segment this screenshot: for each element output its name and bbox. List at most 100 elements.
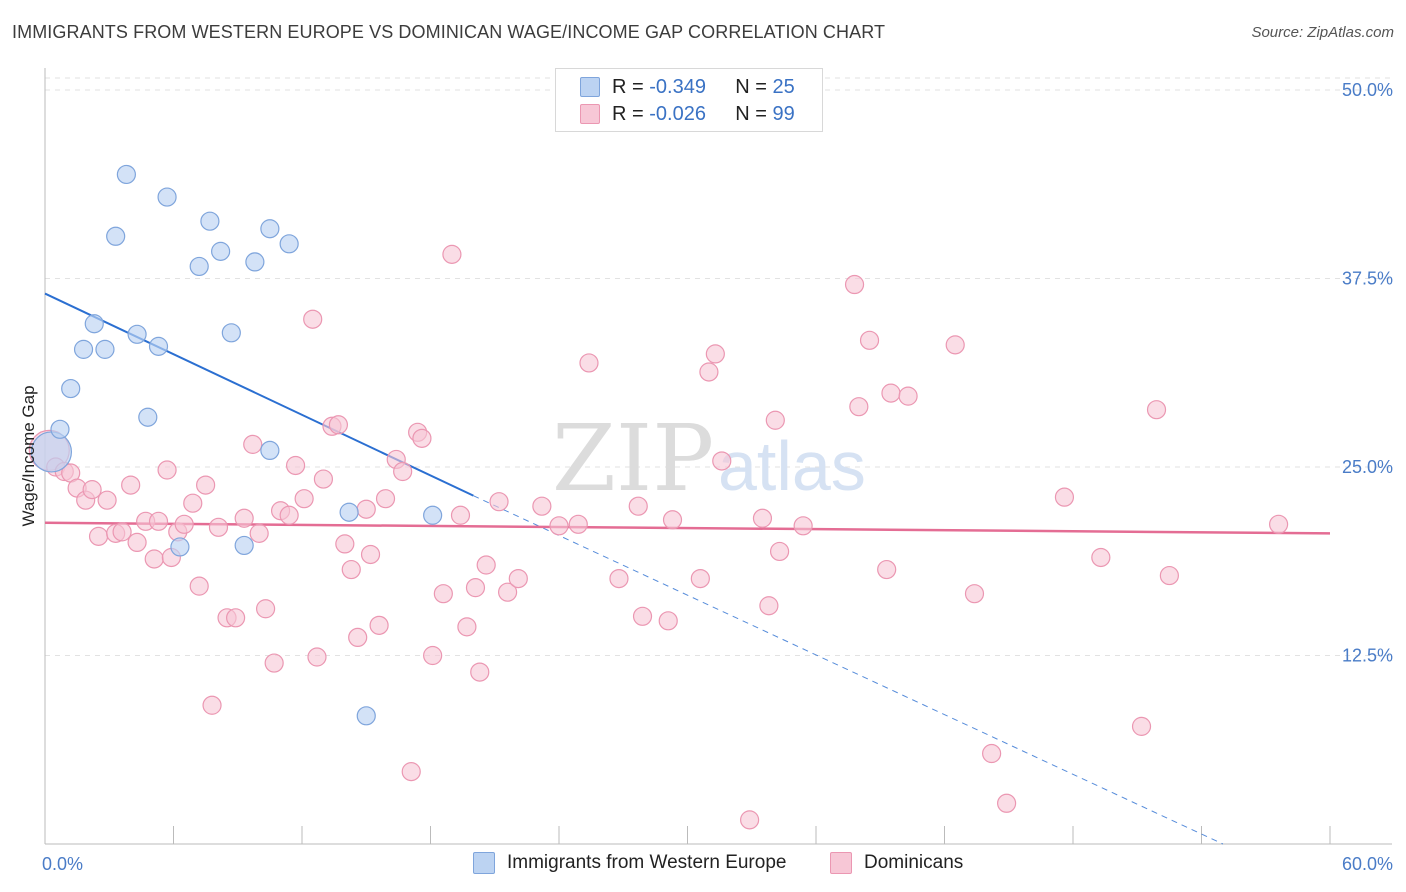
legend-row-dominicans: R = -0.026 N = 99: [580, 101, 795, 127]
dominicans-point: [249, 523, 269, 543]
dominicans-point: [144, 549, 164, 569]
dominicans-point: [196, 475, 216, 495]
dominicans-point: [658, 611, 678, 631]
dominicans-point: [112, 522, 132, 542]
series-label-western-europe: Immigrants from Western Europe: [507, 852, 787, 873]
series-legend-western-europe: Immigrants from Western Europe: [473, 852, 786, 874]
y-tick-label: 50.0%: [1342, 80, 1393, 100]
y-tick-label: 37.5%: [1342, 269, 1393, 289]
dominicans-point: [568, 514, 588, 534]
western-europe-point: [170, 537, 190, 557]
dominicans-point: [769, 541, 790, 562]
dominicans-point: [1146, 400, 1167, 420]
western-europe-point: [260, 440, 280, 461]
dominicans-point: [243, 434, 263, 454]
western-europe-point: [157, 187, 177, 207]
dominicans-point: [307, 647, 327, 667]
grid-lines: [45, 77, 1392, 656]
western-europe-point: [234, 535, 254, 556]
series-legend: Immigrants from Western Europe Dominican…: [0, 852, 1406, 878]
western-europe-point: [245, 252, 265, 272]
legend-r-value: -0.349: [649, 75, 706, 98]
dominicans-point: [303, 309, 323, 329]
watermark-atlas: atlas: [718, 427, 866, 505]
dominicans-point: [549, 516, 569, 536]
dominicans-point: [234, 508, 254, 528]
western-europe-point: [221, 323, 241, 343]
dominicans-point: [690, 568, 710, 589]
dominicans-point: [532, 496, 552, 516]
western-europe-point: [279, 234, 299, 254]
series-swatch-blue: [473, 852, 495, 874]
western-europe-point: [73, 339, 94, 359]
western-europe-point: [116, 164, 136, 185]
watermark-zip: ZIP: [552, 405, 714, 512]
dominicans-point: [609, 568, 629, 589]
dominicans-point: [877, 559, 897, 580]
dominicans-point: [393, 461, 413, 482]
dominicans-point: [202, 695, 222, 715]
dominicans-point: [498, 582, 518, 602]
western-europe-point: [106, 226, 126, 246]
x-tick-label-max: 60.0%: [1342, 854, 1393, 874]
dominicans-point: [423, 645, 443, 666]
series-legend-dominicans: Dominicans: [830, 852, 963, 874]
dominicans-point: [226, 608, 246, 628]
dominicans-point: [88, 526, 109, 546]
y-tick-label: 25.0%: [1342, 457, 1393, 477]
dominicans-point: [360, 544, 381, 565]
dominicans-point: [174, 514, 194, 534]
dominicans-point: [369, 615, 389, 635]
western-europe-point: [339, 502, 359, 522]
series-label-dominicans: Dominicans: [864, 852, 964, 873]
dominicans-points: [28, 244, 1289, 830]
x-tick-label-min: 0.0%: [42, 854, 83, 874]
watermark: ZIP atlas: [552, 405, 866, 512]
dominicans-point: [313, 469, 334, 489]
legend-n-label: N =: [735, 102, 773, 125]
dominicans-point: [433, 584, 453, 604]
legend-n-value: 25: [772, 75, 795, 98]
dominicans-point: [97, 490, 117, 510]
dominicans-point: [264, 653, 284, 673]
dominicans-point: [255, 599, 276, 619]
dominicans-point: [328, 415, 349, 435]
dominicans-point: [148, 511, 169, 531]
dominicans-point: [1159, 565, 1179, 586]
western-europe-point: [356, 706, 376, 726]
y-tick-label: 12.5%: [1342, 646, 1393, 666]
dominicans-point: [579, 353, 599, 373]
dominicans-point: [752, 508, 773, 528]
y-axis-title: Wage/Income Gap: [19, 385, 38, 526]
dominicans-point: [759, 596, 779, 616]
dominicans-point: [279, 505, 299, 525]
dominicans-point: [898, 386, 918, 406]
dominicans-point: [1091, 547, 1111, 568]
dominicans-point: [470, 662, 490, 682]
legend-n-value: 99: [772, 102, 795, 125]
dominicans-point: [844, 274, 865, 295]
dominicans-point: [793, 516, 813, 536]
dominicans-point: [508, 568, 528, 589]
dominicans-point: [157, 460, 177, 480]
dominicans-point: [982, 743, 1002, 764]
dominicans-point: [335, 534, 355, 554]
dominicans-point: [997, 793, 1017, 813]
dominicans-point: [765, 410, 785, 430]
dominicans-point: [964, 584, 985, 604]
dominicans-point: [489, 492, 509, 512]
dominicans-point: [699, 362, 719, 382]
western-europe-point: [148, 336, 169, 356]
dominicans-point: [628, 496, 648, 516]
western-europe-point: [95, 339, 115, 359]
legend-row-western-europe: R = -0.349 N = 25: [580, 74, 795, 100]
dominicans-point: [662, 510, 683, 530]
western-europe-point: [260, 219, 280, 239]
dominicans-point: [356, 499, 376, 519]
trend-lines: [44, 292, 1331, 845]
dominicans-point: [375, 489, 396, 509]
western-europe-point: [423, 505, 443, 525]
chart-title: IMMIGRANTS FROM WESTERN EUROPE VS DOMINI…: [12, 22, 886, 42]
dominicans-point: [341, 559, 361, 580]
